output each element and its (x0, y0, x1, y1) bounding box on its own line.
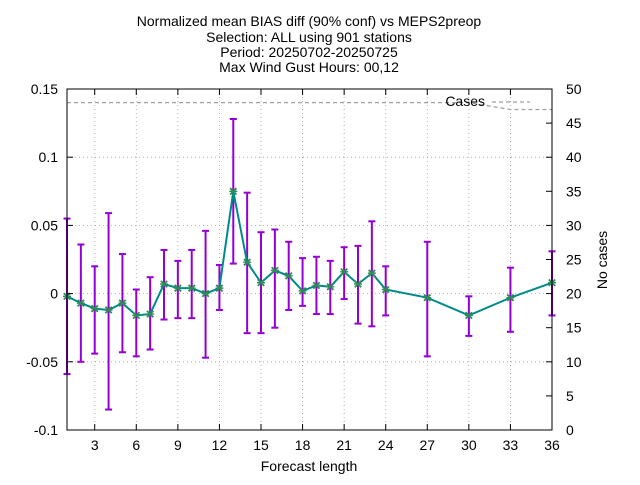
plot-frame (66, 88, 553, 431)
data-point (229, 187, 238, 196)
data-point (326, 282, 335, 291)
y2-tick-label: 5 (566, 388, 574, 404)
y2-tick-label: 0 (566, 422, 574, 438)
data-point (146, 310, 155, 318)
y-tick-label: 0.05 (31, 217, 58, 233)
x-tick-label: 12 (212, 437, 228, 453)
x-tick-label: 21 (336, 437, 352, 453)
y2-axis-label: No cases (594, 231, 610, 289)
data-point (201, 289, 210, 298)
error-bars (63, 118, 556, 411)
axes: 3 6 9 12 15 18 21 24 27 30 33 36-0.1-0.0500.050.10.… (26, 81, 582, 453)
y2-tick-label: 45 (566, 115, 582, 131)
data-point (354, 280, 362, 288)
data-point (132, 311, 141, 320)
grid-layer (67, 89, 552, 430)
y2-tick-label: 35 (566, 183, 582, 199)
data-point (243, 258, 252, 267)
bias-line (66, 191, 553, 317)
x-axis-label: Forecast length (261, 458, 358, 474)
data-point (187, 284, 196, 292)
data-point (215, 284, 224, 292)
data-point (464, 311, 473, 320)
error-bar (423, 240, 431, 358)
x-tick-label: 24 (378, 437, 394, 453)
x-tick-label: 27 (419, 437, 435, 453)
error-bar (188, 248, 196, 320)
x-tick-label: 36 (544, 437, 560, 453)
data-point (118, 299, 127, 307)
error-bar (174, 259, 182, 320)
y2-tick-label: 30 (566, 217, 582, 233)
legend-label-cases: Cases (445, 93, 485, 109)
data-point (257, 278, 265, 287)
data-point (104, 306, 113, 314)
title-line-1: Normalized mean BIAS diff (90% conf) vs … (137, 13, 482, 29)
error-bar (506, 266, 514, 333)
data-point (160, 280, 168, 288)
title-line-2: Selection: ALL using 901 stations (206, 29, 412, 45)
bias-series (66, 191, 553, 317)
y-tick-label: 0.15 (31, 81, 58, 97)
data-point (76, 299, 85, 307)
y2-tick-label: 15 (566, 320, 582, 336)
x-tick-label: 3 (91, 437, 99, 453)
y2-tick-label: 50 (566, 81, 582, 97)
data-point (423, 293, 432, 302)
error-bar (105, 212, 113, 411)
data-point (173, 284, 182, 292)
data-point (298, 287, 307, 295)
y-tick-label: -0.1 (34, 422, 58, 438)
y-tick-label: 0.1 (39, 149, 59, 165)
x-tick-label: 30 (461, 437, 477, 453)
data-point (90, 304, 99, 313)
x-tick-label: 18 (295, 437, 311, 453)
error-bar (91, 265, 99, 355)
x-tick-label: 33 (503, 437, 519, 453)
error-bar (132, 288, 140, 358)
y2-tick-label: 20 (566, 286, 582, 302)
error-bar (299, 257, 307, 307)
y2-tick-label: 10 (566, 354, 582, 370)
cases-line (67, 101, 552, 111)
y-tick-label: -0.05 (26, 354, 58, 370)
x-tick-label: 6 (132, 437, 140, 453)
data-point (312, 281, 321, 290)
data-point (270, 266, 279, 275)
x-tick-label: 9 (174, 437, 182, 453)
cases-series (67, 101, 552, 111)
data-point (340, 267, 349, 276)
data-point (284, 272, 293, 280)
error-bar (382, 265, 390, 317)
x-tick-label: 15 (253, 437, 269, 453)
data-point (381, 285, 390, 294)
y-tick-label: 0 (50, 286, 58, 302)
legend: Cases (445, 93, 530, 109)
title-line-4: Max Wind Gust Hours: 00,12 (219, 59, 399, 75)
y2-tick-label: 25 (566, 252, 582, 268)
chart-title: Normalized mean BIAS diff (90% conf) vs … (137, 13, 482, 75)
error-bar (271, 228, 279, 329)
title-line-3: Period: 20250702-20250725 (220, 44, 398, 60)
data-point (506, 293, 515, 302)
y2-tick-label: 40 (566, 149, 582, 165)
data-point (367, 269, 376, 277)
